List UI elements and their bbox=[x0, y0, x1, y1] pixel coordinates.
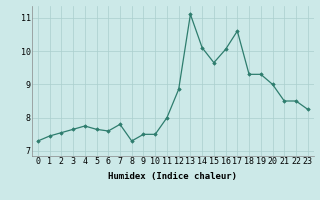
X-axis label: Humidex (Indice chaleur): Humidex (Indice chaleur) bbox=[108, 172, 237, 181]
